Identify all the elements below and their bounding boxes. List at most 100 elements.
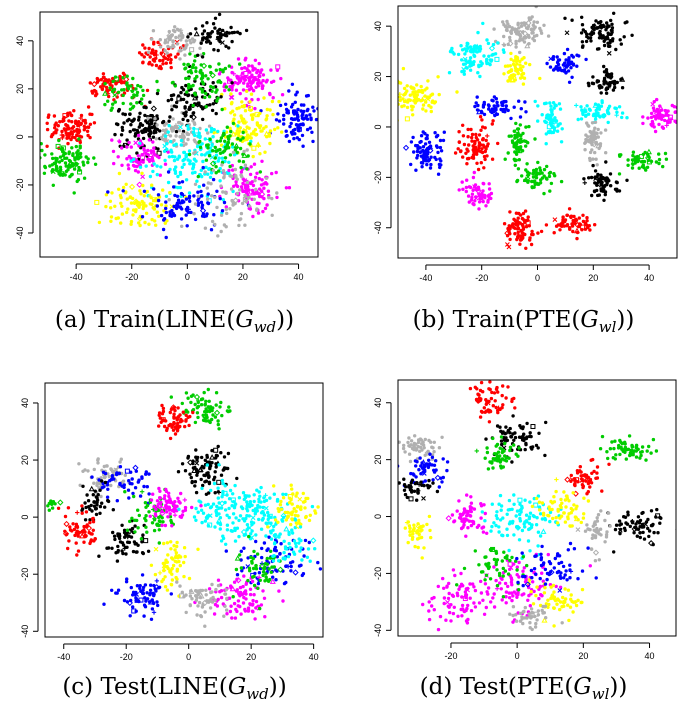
data-point	[506, 151, 510, 155]
data-point	[179, 31, 183, 35]
data-point	[546, 124, 552, 130]
data-point	[258, 170, 262, 174]
data-point	[88, 122, 93, 127]
data-point	[256, 143, 261, 148]
data-point	[277, 566, 284, 573]
data-point	[121, 189, 125, 193]
data-point	[207, 491, 211, 495]
data-point	[558, 66, 562, 70]
data-point	[155, 204, 159, 208]
data-point	[524, 21, 528, 26]
data-point	[172, 544, 176, 548]
data-point	[435, 145, 439, 149]
data-point	[219, 213, 224, 217]
data-point	[251, 566, 256, 571]
data-point	[213, 26, 217, 30]
data-point	[59, 132, 65, 138]
data-point	[236, 136, 240, 141]
data-point	[50, 506, 55, 510]
data-point	[247, 126, 251, 130]
data-point	[301, 572, 306, 576]
data-point	[170, 524, 174, 528]
data-point	[494, 405, 498, 410]
data-point	[553, 67, 557, 71]
data-point	[509, 77, 516, 83]
data-point	[110, 191, 114, 195]
data-point	[175, 418, 179, 422]
data-point	[612, 82, 617, 86]
data-point	[181, 410, 185, 414]
data-point	[261, 78, 265, 83]
data-point	[609, 28, 614, 33]
data-point	[127, 479, 131, 483]
data-point	[184, 178, 189, 182]
data-point	[182, 62, 186, 66]
data-point	[626, 163, 630, 167]
data-point	[412, 444, 416, 448]
data-point	[141, 551, 145, 556]
data-point	[250, 515, 256, 521]
data-point	[126, 163, 130, 167]
data-point	[514, 121, 518, 126]
data-point	[481, 105, 486, 109]
data-point	[172, 416, 176, 420]
data-point	[120, 125, 125, 130]
data-point	[506, 22, 510, 26]
data-point	[125, 528, 130, 532]
data-point	[436, 75, 440, 79]
data-point	[162, 123, 167, 127]
data-point	[139, 85, 143, 89]
data-point	[284, 186, 289, 190]
data-point	[175, 201, 180, 205]
data-point	[475, 95, 479, 99]
data-point	[218, 166, 222, 171]
data-point	[188, 603, 192, 607]
data-point	[248, 587, 253, 591]
data-point	[294, 123, 299, 127]
data-point	[298, 525, 303, 529]
data-point	[137, 51, 142, 55]
data-point	[440, 435, 444, 439]
data-point	[105, 546, 109, 550]
data-point	[221, 169, 226, 173]
data-point	[265, 107, 269, 112]
data-point	[141, 136, 146, 141]
data-point	[514, 41, 518, 46]
data-point	[486, 467, 491, 471]
data-point	[137, 513, 141, 518]
data-point	[53, 162, 57, 166]
data-point	[625, 178, 629, 182]
data-point	[604, 91, 609, 95]
data-point	[120, 80, 125, 84]
data-point	[242, 81, 246, 85]
data-point	[605, 450, 609, 454]
data-point	[198, 46, 202, 50]
data-point	[207, 587, 212, 591]
data-point	[604, 160, 608, 164]
data-point	[530, 179, 534, 184]
data-point	[482, 102, 486, 107]
data-point	[199, 403, 204, 407]
data-point	[313, 547, 317, 551]
data-point	[142, 146, 146, 151]
data-point	[191, 63, 196, 67]
y-tick-label-c: 40	[20, 398, 30, 408]
data-point	[241, 136, 245, 140]
data-point	[222, 455, 227, 459]
data-point	[588, 228, 592, 232]
data-point	[564, 70, 568, 75]
data-point	[169, 583, 174, 587]
data-point	[91, 528, 96, 532]
data-point	[214, 153, 219, 157]
data-point	[222, 614, 226, 618]
data-point	[424, 449, 431, 456]
data-point	[233, 616, 238, 620]
data-point	[217, 156, 221, 160]
data-point	[425, 86, 429, 90]
data-point	[564, 30, 570, 36]
data-point	[269, 515, 273, 519]
data-point	[574, 217, 578, 221]
data-point	[220, 40, 225, 45]
caption-b: (b) Train(PTE(Gwl))	[349, 307, 698, 336]
data-point	[474, 448, 479, 454]
